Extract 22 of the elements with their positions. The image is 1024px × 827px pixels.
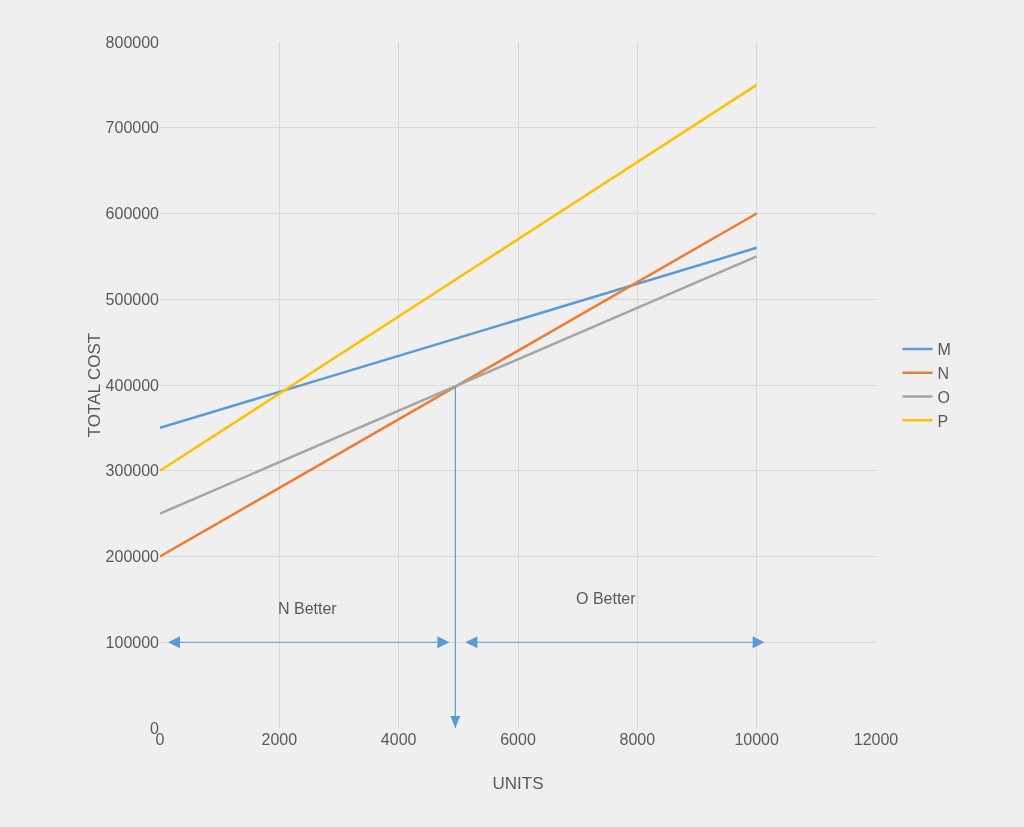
y-tick-label: 400000 (105, 376, 160, 394)
x-tick-label: 12000 (853, 731, 899, 748)
legend-label: O (937, 388, 950, 406)
legend-label: P (937, 412, 949, 430)
y-tick-label: 700000 (105, 119, 160, 137)
y-tick-label: 100000 (105, 633, 160, 651)
legend-label: M (937, 341, 951, 359)
y-tick-label: 200000 (105, 548, 160, 566)
y-tick-label: 500000 (105, 290, 160, 308)
x-tick-label: 4000 (380, 731, 417, 748)
y-tick-label: 300000 (105, 462, 160, 480)
annotation: N Better (278, 600, 338, 617)
x-tick-label: 8000 (619, 731, 656, 748)
legend-label: N (937, 364, 950, 382)
x-axis-title: UNITS (492, 774, 544, 793)
y-axis-title: TOTAL COST (84, 332, 104, 438)
x-tick-label: 6000 (500, 731, 536, 748)
x-tick-label: 10000 (734, 731, 780, 748)
y-tick-label: 600000 (105, 205, 160, 223)
annotation: O Better (576, 590, 637, 607)
x-tick-label: 2000 (261, 731, 298, 748)
y-tick-label: 800000 (105, 33, 160, 51)
